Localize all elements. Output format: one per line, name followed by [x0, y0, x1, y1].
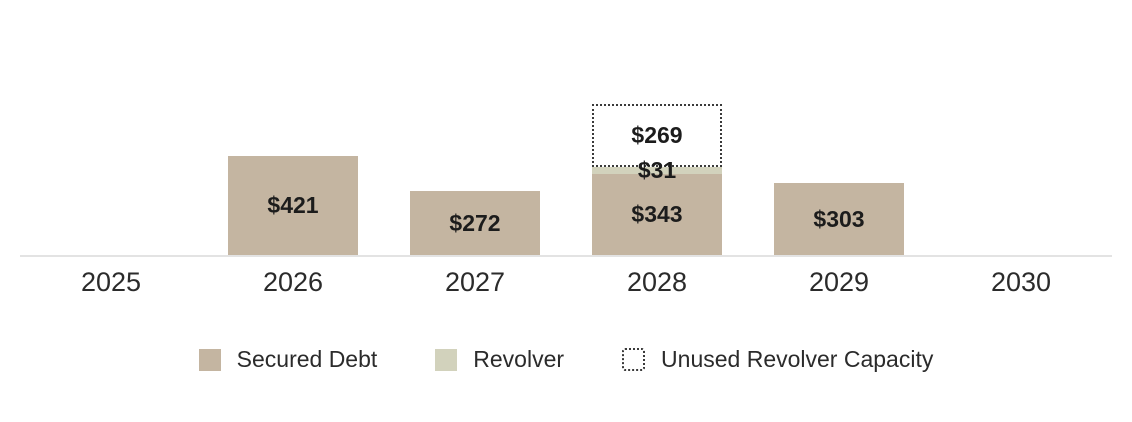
x-axis-labels: 2025 2026 2027 2028 2029 2030 — [20, 257, 1112, 298]
bar-2029: $303 — [774, 183, 904, 255]
bar-2027: $272 — [410, 191, 540, 255]
legend-label: Secured Debt — [236, 346, 378, 373]
legend-item-secured-debt: Secured Debt — [198, 346, 378, 373]
x-axis-label-2025: 2025 — [80, 267, 142, 297]
bar-segment-unused-revolver-capacity: $269 — [592, 104, 722, 167]
plot-area: $421 $272 $343 $31 $269 $303 — [20, 0, 1112, 257]
secured-debt-swatch-icon — [198, 348, 221, 371]
bar-value-label: $343 — [631, 201, 683, 227]
x-axis-label-2028: 2028 — [626, 267, 688, 297]
plot-column-2027: $272 — [384, 0, 566, 255]
x-axis-label-2030: 2030 — [990, 267, 1052, 297]
plot-column-2030 — [930, 0, 1112, 255]
bar-2026: $421 — [228, 156, 358, 255]
bar-value-label: $303 — [813, 205, 865, 232]
legend-label: Revolver — [473, 346, 565, 373]
plot-column-2029: $303 — [748, 0, 930, 255]
bar-value-label: $269 — [631, 122, 683, 148]
plot-column-2025 — [20, 0, 202, 255]
bar-segment-secured-debt: $272 — [410, 191, 540, 255]
x-axis-label-2026: 2026 — [262, 267, 324, 297]
bar-segment-secured-debt: $421 — [228, 156, 358, 255]
bar-segment-revolver: $31 — [592, 159, 722, 182]
revolver-swatch-icon — [435, 348, 458, 371]
legend-item-revolver: Revolver — [435, 346, 564, 373]
plot-column-2028: $343 $31 $269 — [566, 0, 748, 255]
x-axis-label-2029: 2029 — [808, 267, 870, 297]
legend: Secured Debt Revolver Unused Revolver Ca… — [0, 346, 1132, 373]
x-axis-label-2027: 2027 — [444, 267, 506, 297]
bar-value-label: $421 — [267, 192, 319, 218]
legend-label: Unused Revolver Capacity — [661, 346, 934, 373]
bar-segment-secured-debt: $303 — [774, 183, 904, 255]
plot-column-2026: $421 — [202, 0, 384, 255]
legend-item-unused-revolver-capacity: Unused Revolver Capacity — [622, 346, 933, 373]
bar-value-label: $272 — [449, 209, 501, 236]
bar-value-label: $31 — [637, 157, 677, 183]
bar-2028: $343 $31 $269 — [592, 104, 722, 255]
bar-segment-secured-debt: $343 — [592, 174, 722, 255]
unused-revolver-capacity-swatch-icon — [622, 348, 646, 372]
